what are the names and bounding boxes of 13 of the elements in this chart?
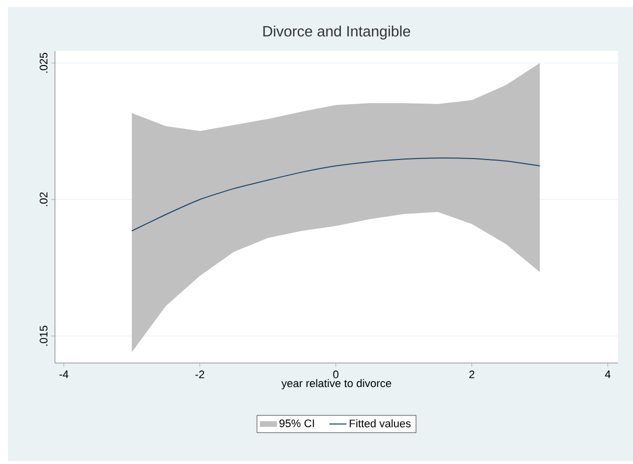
y-tick-label: .025 bbox=[40, 52, 48, 73]
text: 95% CI bbox=[279, 419, 314, 428]
x-tick-label: -4 bbox=[59, 370, 68, 378]
line-series bbox=[131, 158, 540, 232]
y-tick-label: .015 bbox=[40, 326, 48, 346]
x-tick-label: -2 bbox=[195, 370, 204, 378]
x-tick-label: 4 bbox=[605, 370, 611, 378]
legend-label: Fitted values bbox=[350, 419, 411, 428]
x-axis-title: year relative to divorce bbox=[281, 379, 392, 390]
chart-title: Divorce and Intangible bbox=[263, 26, 410, 40]
y-tick-label: .02 bbox=[40, 192, 48, 206]
x-tick-label: 2 bbox=[469, 370, 474, 378]
x-tick-label: 0 bbox=[333, 370, 338, 378]
